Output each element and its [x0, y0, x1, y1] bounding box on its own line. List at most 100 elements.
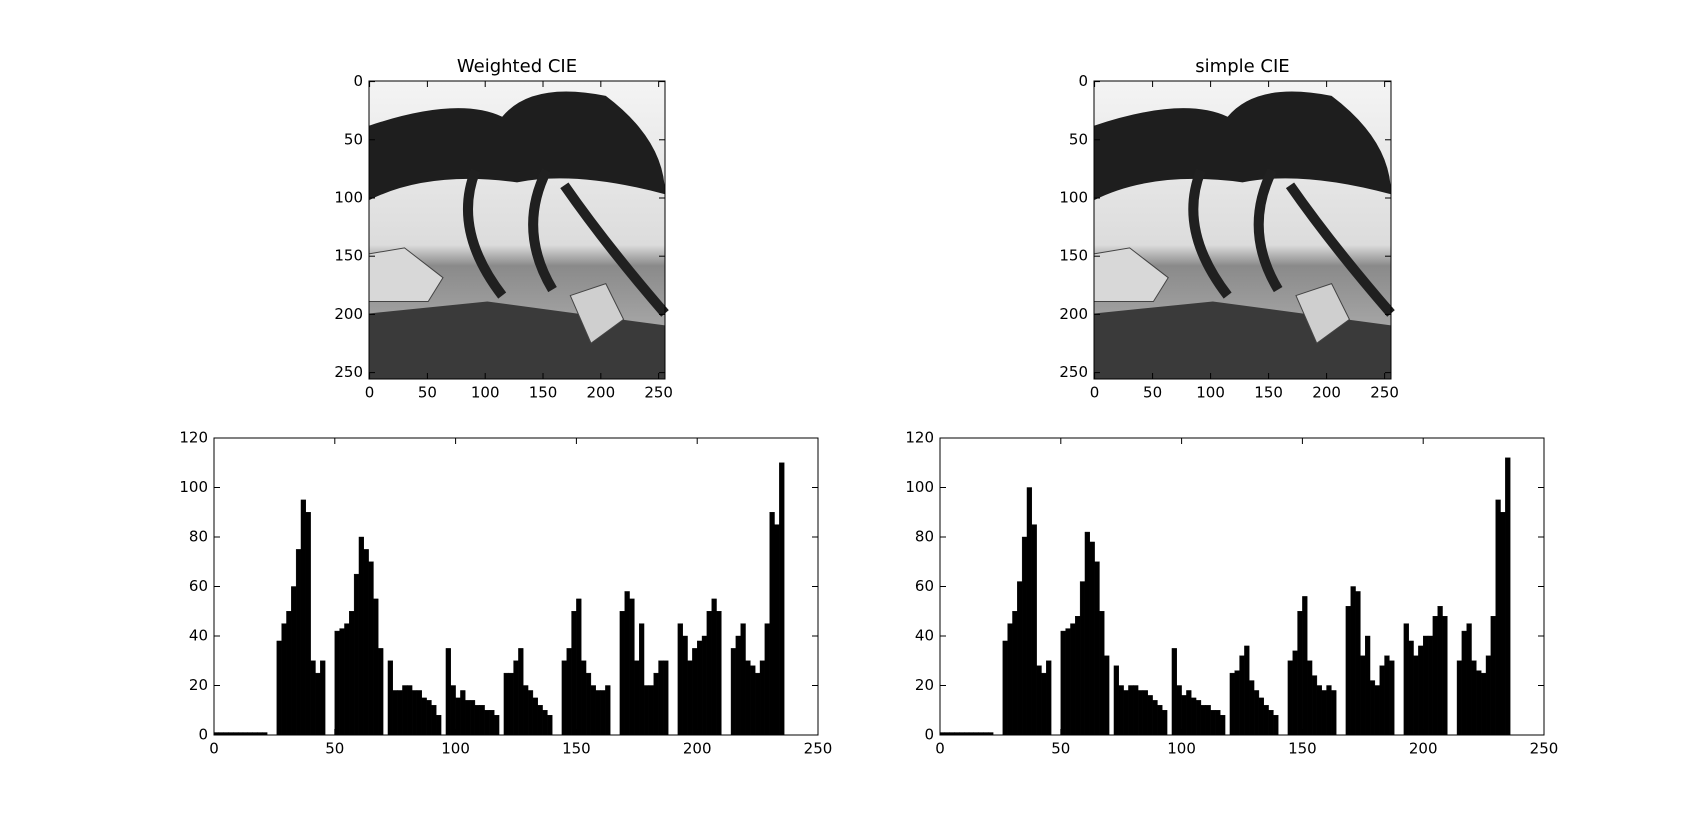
- histogram-bar: [634, 660, 640, 736]
- histogram-bar: [368, 561, 374, 736]
- histogram-bar: [1191, 697, 1197, 736]
- histogram-bar: [774, 524, 780, 736]
- y-tick-label: 60: [189, 577, 208, 595]
- histogram-bar: [1476, 670, 1482, 736]
- x-tick-label: 150: [529, 384, 558, 402]
- y-tick-label: 40: [189, 627, 208, 645]
- histogram-bar: [353, 573, 360, 736]
- histogram-bar: [1215, 710, 1221, 736]
- histogram-bar: [373, 598, 379, 736]
- histogram-bar: [687, 660, 693, 736]
- x-tick-label: 200: [683, 740, 712, 758]
- histogram-bar: [1205, 705, 1211, 736]
- histogram-bar: [315, 672, 321, 736]
- histogram-bar: [1012, 611, 1018, 736]
- photo: [1093, 81, 1395, 379]
- histogram-bar: [716, 611, 722, 736]
- histogram-bar: [600, 690, 606, 736]
- histogram-bar: [479, 705, 485, 736]
- histogram-bar: [571, 611, 577, 736]
- histogram-bar: [416, 690, 422, 736]
- x-tick-label: 0: [365, 384, 375, 402]
- histogram-bar: [1403, 623, 1409, 736]
- histogram-bar: [1456, 660, 1463, 736]
- histogram-bar: [1142, 690, 1148, 736]
- histogram-bar: [677, 623, 683, 736]
- histogram-bar: [1234, 670, 1240, 736]
- x-tick-label: 150: [562, 740, 591, 758]
- histogram-bar: [1350, 586, 1356, 736]
- histogram-bar: [1442, 616, 1448, 736]
- histogram-bar: [1200, 705, 1206, 736]
- histogram-bar: [1461, 630, 1467, 736]
- x-tick-label: 50: [1051, 740, 1070, 758]
- y-tick-label: 120: [905, 429, 934, 447]
- histogram-bar: [1427, 635, 1434, 736]
- histogram-bar: [1195, 700, 1202, 736]
- histogram-bar: [1287, 660, 1293, 736]
- histogram-bar: [1485, 655, 1492, 736]
- histogram-bar: [547, 715, 553, 736]
- histogram-bar: [494, 715, 500, 736]
- histogram-bar: [1137, 690, 1144, 736]
- x-tick-label: 100: [441, 740, 470, 758]
- histogram-bar: [590, 685, 596, 736]
- histogram-bar: [1466, 623, 1472, 736]
- histogram-bar: [532, 697, 538, 736]
- y-tick-label: 80: [915, 528, 934, 546]
- histogram-bar: [1017, 581, 1023, 736]
- histogram-bar: [629, 598, 635, 736]
- x-tick-label: 100: [471, 384, 500, 402]
- histogram-bar: [503, 672, 509, 736]
- y-tick-label: 150: [1059, 247, 1088, 265]
- histogram-bar: [508, 672, 514, 736]
- y-tick-label: 50: [344, 130, 363, 148]
- x-tick-label: 100: [1196, 384, 1225, 402]
- histogram-bar: [1490, 616, 1496, 736]
- histogram-bar: [1152, 700, 1158, 736]
- histogram-bar: [581, 660, 587, 736]
- histogram-bar: [1075, 616, 1081, 736]
- histogram-bar: [286, 611, 292, 736]
- histogram-bar: [276, 640, 282, 736]
- histogram-bar: [407, 685, 413, 736]
- histogram-bar: [1220, 715, 1226, 736]
- histogram-bar: [1123, 690, 1129, 736]
- y-tick-label: 250: [334, 363, 363, 381]
- axes-title: simple CIE: [1195, 56, 1289, 77]
- histogram-bar: [697, 640, 703, 736]
- y-tick-label: 100: [334, 188, 363, 206]
- histogram-bar: [518, 648, 524, 736]
- histogram-bar: [1369, 680, 1376, 736]
- x-tick-label: 0: [209, 740, 219, 758]
- x-tick-label: 250: [644, 384, 673, 402]
- histogram-bar: [658, 660, 664, 736]
- histogram-bar: [1113, 665, 1119, 736]
- x-tick-label: 50: [325, 740, 344, 758]
- histogram-bar: [1147, 695, 1153, 736]
- histogram-bar: [1026, 487, 1033, 736]
- histogram-bar: [1002, 640, 1008, 736]
- histogram-bar: [281, 623, 287, 736]
- histogram-bar: [1297, 611, 1303, 736]
- histogram-bar: [1311, 675, 1318, 736]
- histogram-bar: [1355, 591, 1361, 736]
- histogram-bar: [320, 660, 326, 736]
- y-tick-label: 150: [334, 247, 363, 265]
- histogram-bar: [484, 710, 490, 736]
- histogram-bar: [436, 715, 442, 736]
- histogram-bar: [339, 628, 345, 736]
- histogram-bar: [1046, 660, 1052, 736]
- histogram-bar: [411, 690, 418, 736]
- histogram-bar: [1263, 705, 1269, 736]
- y-tick-label: 50: [1069, 130, 1088, 148]
- photo-rock: [569, 283, 625, 345]
- histogram-bar: [750, 665, 756, 736]
- histogram-bar: [1104, 655, 1110, 736]
- histogram-bar: [1036, 665, 1042, 736]
- histogram-bar: [1326, 685, 1332, 736]
- histogram-bar: [402, 685, 408, 736]
- histogram-bar: [1505, 457, 1511, 736]
- histogram-bar: [648, 685, 654, 736]
- histogram-bar: [759, 660, 766, 736]
